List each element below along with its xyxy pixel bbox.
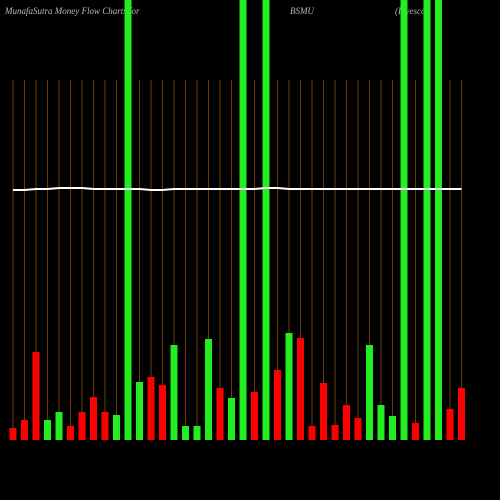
bar xyxy=(32,352,40,440)
subtitle: (Invesco xyxy=(395,6,426,16)
bar xyxy=(124,0,132,440)
bar xyxy=(412,423,419,440)
bar xyxy=(78,412,86,440)
bar xyxy=(216,388,224,440)
bar xyxy=(147,377,155,440)
bar xyxy=(366,345,373,440)
bar xyxy=(389,416,396,440)
bar xyxy=(262,0,270,440)
bar xyxy=(113,415,120,440)
bar xyxy=(297,338,304,440)
bar xyxy=(9,428,17,440)
bar xyxy=(228,398,235,440)
money-flow-line xyxy=(13,187,462,191)
bar xyxy=(205,339,212,440)
bar xyxy=(274,370,281,440)
bar xyxy=(331,425,339,440)
bar xyxy=(101,412,109,440)
bar xyxy=(159,385,166,440)
bar xyxy=(251,392,258,440)
bar xyxy=(55,412,63,440)
bar xyxy=(423,0,431,440)
symbol: BSMU xyxy=(290,6,314,16)
bar xyxy=(435,0,442,440)
bar xyxy=(136,382,143,440)
bar xyxy=(343,405,350,440)
bar xyxy=(377,405,385,440)
bar xyxy=(44,420,51,440)
bar xyxy=(193,426,201,440)
bar xyxy=(285,333,293,440)
bar xyxy=(90,397,97,440)
bar xyxy=(182,426,189,440)
bar xyxy=(320,383,327,440)
bar xyxy=(458,388,465,440)
bar xyxy=(354,418,362,440)
bar xyxy=(170,345,178,440)
bar xyxy=(308,426,316,440)
bar xyxy=(446,409,454,440)
bar xyxy=(67,426,74,440)
chart-title: MunafaSutra Money Flow Charts for xyxy=(4,6,140,16)
bar xyxy=(239,0,247,440)
bar xyxy=(21,420,28,440)
bar xyxy=(400,0,408,440)
